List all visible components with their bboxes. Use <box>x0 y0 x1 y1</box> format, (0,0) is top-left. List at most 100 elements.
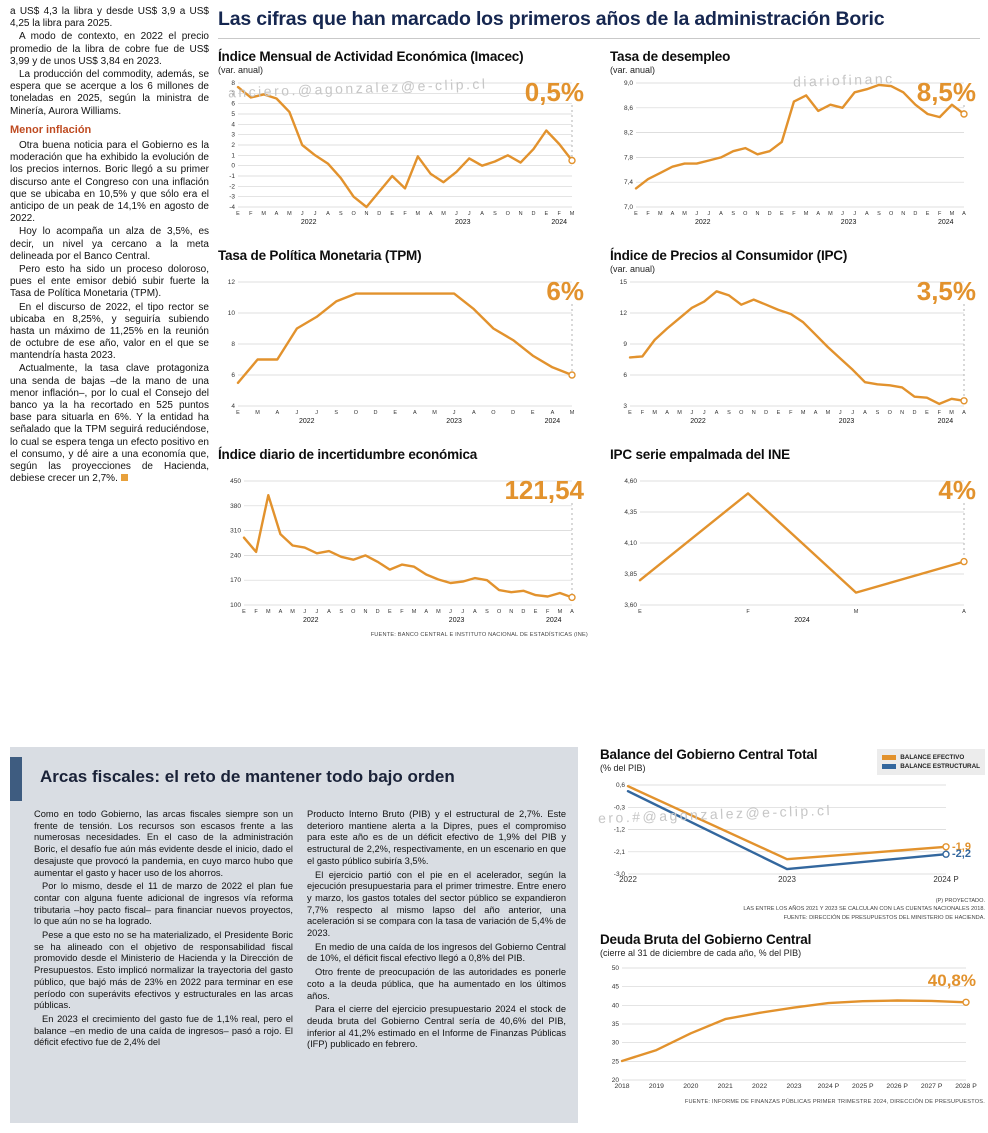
paragraph: Pero esto ha sido un proceso doloroso, p… <box>10 263 209 300</box>
svg-text:A: A <box>715 410 719 416</box>
svg-text:A: A <box>275 410 279 416</box>
svg-text:6: 6 <box>231 101 235 108</box>
legend-chip-efectivo <box>882 755 897 760</box>
chart-title: Índice diario de incertidumbre económica <box>218 447 478 462</box>
svg-text:S: S <box>731 211 735 217</box>
chart-notes: (P) PROYECTADO. LAS ENTRE LOS AÑOS 2021 … <box>600 897 985 922</box>
svg-text:A: A <box>275 211 279 217</box>
svg-text:S: S <box>339 609 343 615</box>
svg-text:8: 8 <box>231 341 235 348</box>
svg-text:240: 240 <box>230 552 241 559</box>
svg-text:E: E <box>236 211 240 217</box>
svg-text:A: A <box>814 410 818 416</box>
svg-text:E: E <box>638 609 642 615</box>
svg-text:6: 6 <box>623 372 627 379</box>
svg-text:A: A <box>962 609 966 615</box>
svg-text:S: S <box>727 410 731 416</box>
svg-text:7,4: 7,4 <box>624 179 633 186</box>
chart-title: Deuda Bruta del Gobierno Central <box>600 932 812 948</box>
charts-grid: Índice Mensual de Actividad Económica (I… <box>218 49 980 638</box>
svg-text:M: M <box>658 211 663 217</box>
svg-text:S: S <box>485 609 489 615</box>
chart-balance: Balance del Gobierno Central Total (% de… <box>600 747 985 922</box>
svg-text:D: D <box>768 211 772 217</box>
svg-text:3,85: 3,85 <box>624 571 637 578</box>
svg-text:4,60: 4,60 <box>624 478 637 485</box>
paragraph: a US$ 4,3 la libra y desde US$ 3,9 a US$… <box>10 6 209 30</box>
svg-text:121,54: 121,54 <box>504 475 584 505</box>
svg-text:35: 35 <box>612 1021 620 1028</box>
svg-text:4%: 4% <box>938 475 976 505</box>
paragraph: En el discurso de 2022, el tipo rector s… <box>10 301 209 362</box>
note: LAS ENTRE LOS AÑOS 2021 Y 2023 SE CALCUL… <box>743 906 985 913</box>
legend-label: BALANCE EFECTIVO <box>900 754 965 761</box>
svg-text:0: 0 <box>231 163 235 170</box>
svg-text:2019: 2019 <box>649 1083 664 1090</box>
svg-text:20: 20 <box>612 1077 620 1084</box>
svg-text:O: O <box>497 609 502 615</box>
svg-text:2024: 2024 <box>545 418 561 425</box>
svg-text:O: O <box>491 410 496 416</box>
paragraph: Por lo mismo, desde el 11 de marzo de 20… <box>34 881 293 927</box>
svg-text:M: M <box>949 410 954 416</box>
svg-text:4: 4 <box>231 121 235 128</box>
svg-text:J: J <box>314 211 317 217</box>
svg-text:2020: 2020 <box>683 1083 698 1090</box>
svg-text:J: J <box>708 211 711 217</box>
chart-title: Índice de Precios al Consumidor (IPC) <box>610 248 848 263</box>
svg-text:F: F <box>646 211 650 217</box>
svg-text:-3: -3 <box>229 194 235 201</box>
svg-text:F: F <box>254 609 258 615</box>
svg-text:7: 7 <box>231 90 235 97</box>
svg-text:A: A <box>863 410 867 416</box>
svg-text:170: 170 <box>230 577 241 584</box>
svg-text:F: F <box>403 211 407 217</box>
paragraph: La producción del commodity, además, se … <box>10 68 209 117</box>
svg-text:F: F <box>558 211 562 217</box>
section-heading: Menor inflación <box>10 123 92 136</box>
legend-chip-estructural <box>882 764 897 769</box>
svg-text:F: F <box>546 609 550 615</box>
chart-title: Índice Mensual de Actividad Económica (I… <box>218 49 524 64</box>
svg-text:A: A <box>326 211 330 217</box>
svg-text:J: J <box>703 410 706 416</box>
svg-text:15: 15 <box>620 279 628 286</box>
paragraph: Actualmente, la tasa clave protagoniza u… <box>10 363 209 485</box>
svg-text:D: D <box>913 410 917 416</box>
legend-item: BALANCE ESTRUCTURAL <box>882 763 980 770</box>
svg-text:M: M <box>801 410 806 416</box>
chart-title: Tasa de Política Monetaria (TPM) <box>218 248 422 263</box>
box-column-1: Como en todo Gobierno, las arcas fiscale… <box>34 809 293 1053</box>
svg-text:-2,1: -2,1 <box>614 849 626 856</box>
svg-text:O: O <box>354 410 359 416</box>
svg-text:8,5%: 8,5% <box>917 77 976 107</box>
svg-text:2022: 2022 <box>695 219 711 226</box>
svg-text:S: S <box>877 211 881 217</box>
svg-text:J: J <box>691 410 694 416</box>
paragraph: A modo de contexto, en 2022 el precio pr… <box>10 31 209 67</box>
svg-text:2022: 2022 <box>301 219 317 226</box>
svg-text:E: E <box>777 410 781 416</box>
svg-text:M: M <box>826 410 831 416</box>
svg-text:D: D <box>376 609 380 615</box>
svg-text:2024 P: 2024 P <box>818 1083 840 1090</box>
svg-text:0,6: 0,6 <box>616 782 625 789</box>
svg-text:E: E <box>236 410 240 416</box>
svg-text:F: F <box>249 211 253 217</box>
svg-text:2024: 2024 <box>546 617 562 624</box>
svg-text:6: 6 <box>231 372 235 379</box>
svg-text:M: M <box>255 410 260 416</box>
svg-text:M: M <box>950 211 955 217</box>
svg-text:100: 100 <box>230 602 241 609</box>
paragraph: En medio de una caída de los ingresos de… <box>307 941 566 964</box>
svg-text:10: 10 <box>228 310 236 317</box>
legend-label: BALANCE ESTRUCTURAL <box>900 763 980 770</box>
svg-text:2022: 2022 <box>690 418 706 425</box>
svg-text:30: 30 <box>612 1040 620 1047</box>
svg-text:J: J <box>851 410 854 416</box>
svg-text:J: J <box>315 410 318 416</box>
paragraph: Pese a que esto no se ha materializado, … <box>34 930 293 1011</box>
paragraph: Para el cierre del ejercicio presupuesta… <box>307 1004 566 1050</box>
svg-text:S: S <box>334 410 338 416</box>
svg-text:M: M <box>436 609 441 615</box>
